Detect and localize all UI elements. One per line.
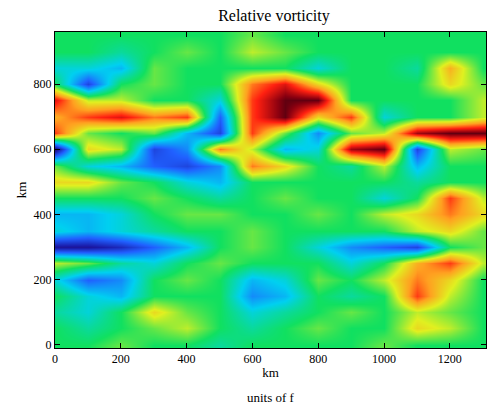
- svg-text:400: 400: [34, 208, 52, 222]
- svg-text:0: 0: [52, 352, 58, 366]
- svg-text:800: 800: [309, 352, 327, 366]
- svg-text:600: 600: [34, 142, 52, 156]
- svg-text:1200: 1200: [438, 352, 462, 366]
- svg-text:600: 600: [243, 352, 261, 366]
- svg-text:km: km: [262, 365, 279, 380]
- svg-text:200: 200: [34, 273, 52, 287]
- svg-text:800: 800: [34, 77, 52, 91]
- svg-text:1000: 1000: [372, 352, 396, 366]
- svg-text:km: km: [14, 182, 29, 199]
- svg-text:units of f: units of f: [247, 390, 295, 405]
- svg-text:400: 400: [178, 352, 196, 366]
- svg-text:Relative vorticity: Relative vorticity: [218, 7, 330, 25]
- svg-text:200: 200: [112, 352, 130, 366]
- svg-text:0: 0: [46, 338, 52, 352]
